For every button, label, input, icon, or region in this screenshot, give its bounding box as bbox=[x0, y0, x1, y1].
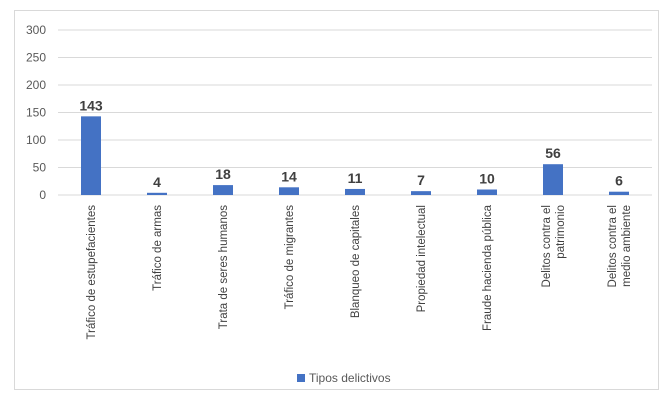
y-tick-label: 50 bbox=[33, 161, 47, 175]
y-tick-label: 150 bbox=[26, 106, 46, 120]
y-tick-label: 0 bbox=[39, 188, 46, 202]
y-tick-label: 100 bbox=[26, 133, 46, 147]
legend-swatch bbox=[297, 374, 305, 382]
category-label-line: patrimonio bbox=[555, 205, 567, 259]
category-label: Delitos contra el medio ambiente bbox=[607, 205, 633, 287]
data-label: 143 bbox=[79, 97, 103, 113]
data-label: 6 bbox=[615, 173, 623, 189]
category-label-line: Delitos contra el bbox=[607, 205, 619, 287]
data-label: 14 bbox=[281, 168, 297, 184]
data-label: 11 bbox=[348, 170, 363, 186]
bar bbox=[543, 164, 563, 195]
category-label: Fraude hacienda pública bbox=[482, 204, 494, 331]
category-label: Delitos contra el patrimonio bbox=[541, 205, 567, 287]
category-label: Propiedad intelectual bbox=[416, 205, 428, 312]
legend-label: Tipos delictivos bbox=[309, 371, 391, 385]
bar bbox=[477, 189, 497, 195]
category-label-line: Delitos contra el bbox=[541, 205, 553, 287]
bar bbox=[411, 191, 431, 195]
y-tick-label: 250 bbox=[26, 51, 46, 65]
bar bbox=[147, 192, 167, 195]
y-axis-tick-labels: 0 50 100 150 200 250 300 bbox=[26, 23, 46, 202]
y-tick-label: 300 bbox=[26, 23, 46, 37]
y-tick-label: 200 bbox=[26, 78, 46, 92]
bar bbox=[81, 116, 101, 195]
bar bbox=[213, 185, 233, 195]
bars bbox=[81, 116, 629, 195]
category-label-line: medio ambiente bbox=[621, 205, 633, 287]
bar bbox=[609, 191, 629, 195]
category-label: Tráfico de armas bbox=[152, 205, 164, 291]
bar bbox=[279, 187, 299, 195]
category-label: Tráfico de migrantes bbox=[284, 205, 296, 310]
category-labels: Tráfico de estupefacientes Tráfico de arm… bbox=[86, 204, 633, 339]
data-label: 10 bbox=[479, 171, 495, 187]
data-labels: 143 4 18 14 11 7 10 56 6 bbox=[79, 97, 623, 189]
category-label: Trata de seres humanos bbox=[218, 205, 230, 329]
chart-frame bbox=[14, 10, 659, 390]
data-label: 56 bbox=[545, 145, 561, 161]
data-label: 4 bbox=[153, 174, 161, 190]
data-label: 18 bbox=[215, 166, 231, 182]
bar bbox=[345, 188, 365, 195]
category-label: Tráfico de estupefacientes bbox=[86, 205, 98, 340]
data-label: 7 bbox=[417, 172, 425, 188]
legend: Tipos delictivos bbox=[297, 371, 391, 385]
category-label: Blanqueo de capitales bbox=[350, 205, 362, 318]
